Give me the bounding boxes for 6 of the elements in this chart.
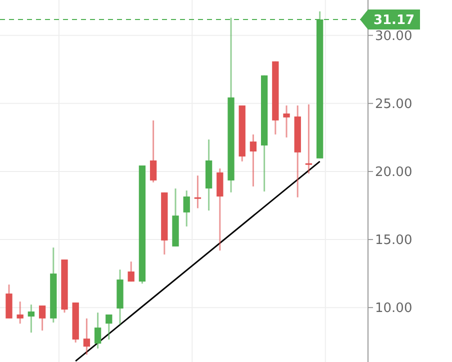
- y-tick-label: 10.00: [375, 301, 412, 316]
- y-tick-label: 15.00: [375, 233, 412, 248]
- y-tick-label: 25.00: [375, 96, 412, 112]
- y-tick-label: 30.00: [375, 28, 412, 44]
- ref-line-label: 31.17: [373, 13, 415, 28]
- y-tick-label: 20.00: [375, 165, 412, 180]
